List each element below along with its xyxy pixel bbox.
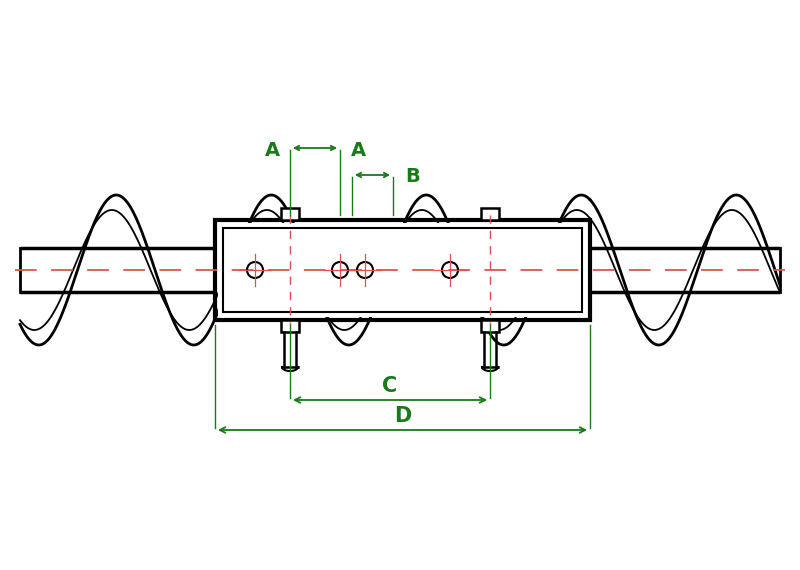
Text: B: B <box>406 168 420 186</box>
Bar <box>218 223 587 317</box>
Bar <box>215 220 590 320</box>
Text: A: A <box>350 140 366 160</box>
Bar <box>223 228 582 312</box>
Text: D: D <box>394 406 411 426</box>
Text: A: A <box>265 140 279 160</box>
Bar <box>281 320 299 332</box>
Text: C: C <box>382 376 398 396</box>
Bar <box>281 208 299 220</box>
Bar <box>481 320 499 332</box>
Bar <box>481 208 499 220</box>
